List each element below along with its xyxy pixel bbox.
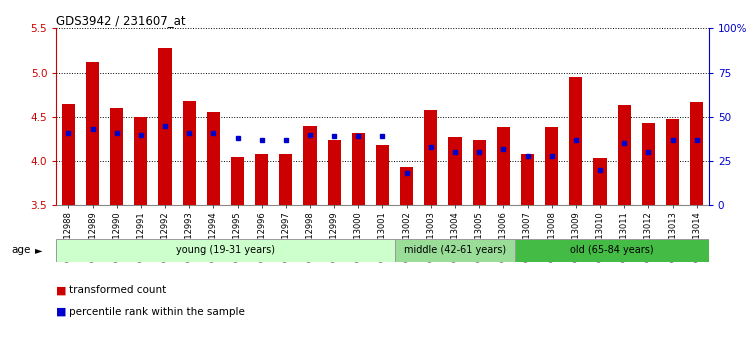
- Bar: [642, 123, 655, 205]
- Text: middle (42-61 years): middle (42-61 years): [404, 245, 506, 256]
- Bar: [545, 127, 558, 205]
- Bar: [231, 157, 244, 205]
- Bar: [56, 239, 394, 262]
- Bar: [424, 110, 437, 205]
- Text: GDS3942 / 231607_at: GDS3942 / 231607_at: [56, 14, 186, 27]
- Text: ■: ■: [56, 285, 67, 295]
- Bar: [472, 140, 486, 205]
- Bar: [593, 159, 607, 205]
- Text: ■: ■: [56, 307, 67, 316]
- Bar: [520, 154, 534, 205]
- Bar: [134, 117, 148, 205]
- Bar: [303, 126, 316, 205]
- Bar: [62, 103, 75, 205]
- Bar: [255, 154, 268, 205]
- Bar: [617, 105, 631, 205]
- Text: percentile rank within the sample: percentile rank within the sample: [69, 307, 244, 316]
- Text: ►: ►: [34, 245, 42, 255]
- Bar: [328, 140, 340, 205]
- Bar: [394, 239, 515, 262]
- Bar: [515, 239, 709, 262]
- Text: transformed count: transformed count: [69, 285, 166, 295]
- Text: young (19-31 years): young (19-31 years): [176, 245, 275, 256]
- Bar: [496, 127, 510, 205]
- Text: age: age: [11, 245, 31, 255]
- Bar: [158, 48, 172, 205]
- Bar: [376, 145, 389, 205]
- Text: old (65-84 years): old (65-84 years): [570, 245, 654, 256]
- Bar: [448, 137, 462, 205]
- Bar: [279, 154, 292, 205]
- Bar: [86, 62, 99, 205]
- Bar: [352, 133, 365, 205]
- Bar: [569, 77, 583, 205]
- Bar: [182, 101, 196, 205]
- Bar: [690, 102, 703, 205]
- Bar: [110, 108, 123, 205]
- Bar: [400, 167, 413, 205]
- Bar: [666, 120, 680, 205]
- Bar: [207, 112, 220, 205]
